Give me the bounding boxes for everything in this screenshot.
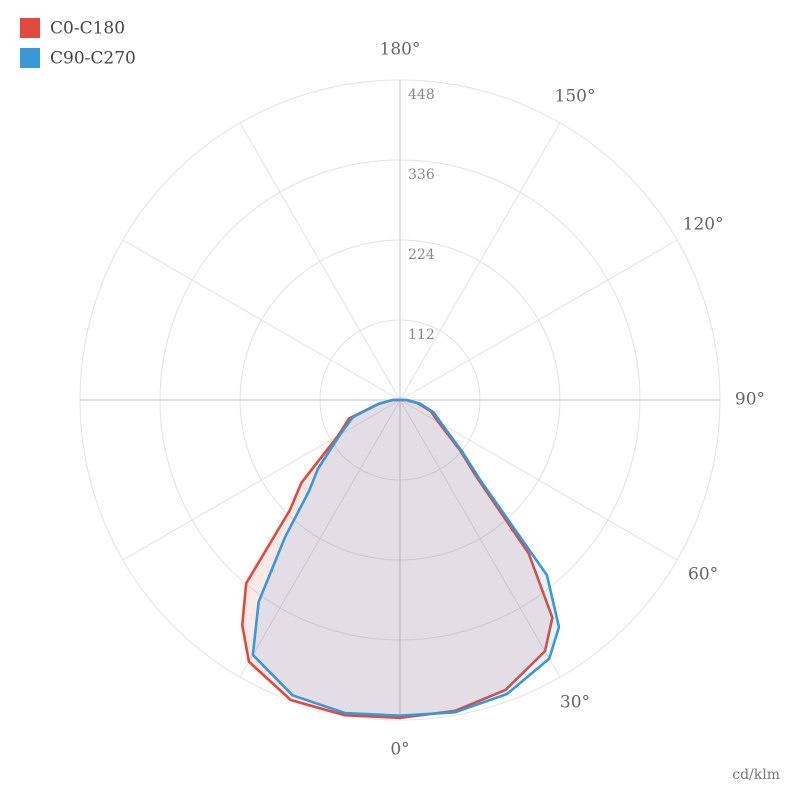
grid-spoke [399, 122, 561, 401]
angle-tick-label: 90° [735, 390, 765, 410]
plot [240, 398, 561, 720]
r-tick-label: 336 [408, 167, 435, 183]
grid [79, 79, 721, 721]
grid-spoke [399, 239, 678, 401]
legend-label: C0-C180 [50, 19, 125, 39]
angle-tick-label: 0° [390, 740, 409, 760]
legend-label: C90-C270 [50, 49, 136, 69]
grid-spoke [239, 399, 401, 678]
grid-spoke [122, 239, 401, 401]
angle-tick-label: 150° [555, 86, 596, 106]
angle-tick-label: 120° [683, 215, 724, 235]
grid-spoke [399, 399, 678, 561]
grid-spoke [399, 399, 561, 678]
angle-tick-label: 30° [560, 693, 590, 713]
grid-spoke [122, 399, 401, 561]
r-tick-label: 224 [408, 247, 435, 263]
grid-spoke [239, 122, 401, 401]
angle-tick-label: 180° [380, 40, 421, 60]
unit-label: cd/klm [732, 767, 780, 783]
angle-tick-label: 60° [688, 565, 718, 585]
series-line [251, 398, 561, 718]
legend-swatch [20, 48, 40, 68]
r-tick-label: 112 [408, 327, 435, 343]
r-tick-label: 448 [408, 87, 435, 103]
legend-swatch [20, 18, 40, 38]
labels: 112 224 336 448 0° 30° 60° 90° 120° 150° 180° C0-C1… [20, 18, 765, 760]
